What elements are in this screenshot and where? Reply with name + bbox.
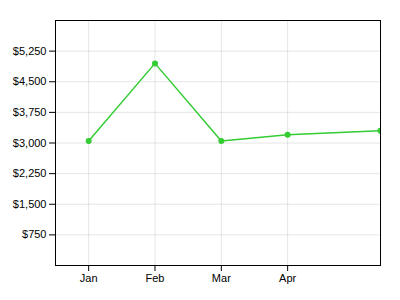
svg-text:$1,500: $1,500 <box>13 198 47 210</box>
svg-text:$750: $750 <box>22 228 46 240</box>
svg-text:$2,250: $2,250 <box>13 167 47 179</box>
svg-text:Mar: Mar <box>212 272 231 284</box>
svg-text:Feb: Feb <box>146 272 165 284</box>
svg-text:Apr: Apr <box>279 272 296 284</box>
svg-text:$4,500: $4,500 <box>13 75 47 87</box>
svg-text:Jan: Jan <box>80 272 98 284</box>
svg-text:$5,250: $5,250 <box>13 45 47 57</box>
svg-text:$3,000: $3,000 <box>13 137 47 149</box>
svg-text:$3,750: $3,750 <box>13 106 47 118</box>
